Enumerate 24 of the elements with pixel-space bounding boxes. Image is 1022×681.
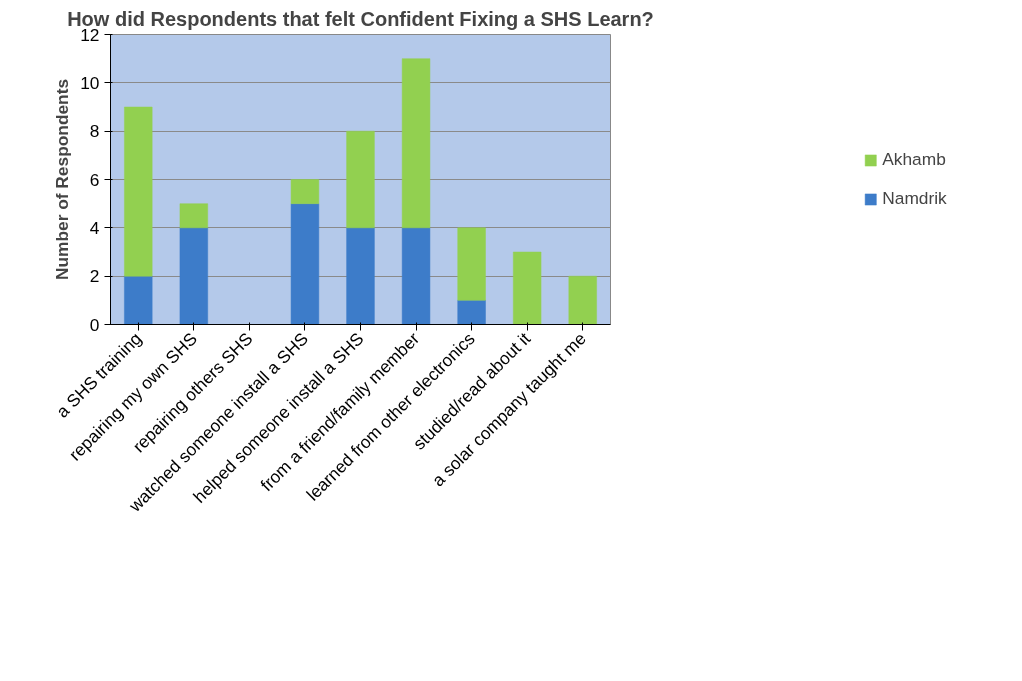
bar (346, 130, 375, 229)
y-tick-label: 4 (89, 217, 100, 238)
bar (290, 203, 320, 325)
y-axis-title: Number of Respondents (52, 78, 73, 281)
y-tick-label: 2 (89, 266, 100, 287)
bar (401, 58, 431, 229)
y-tick-label: 0 (89, 314, 100, 335)
bar (124, 106, 153, 277)
bar (179, 227, 208, 325)
y-tick-label: 8 (89, 121, 100, 142)
y-tick-label: 10 (80, 72, 100, 93)
bar (401, 227, 431, 325)
bar (346, 227, 375, 325)
legend-label: Akhamb (882, 149, 946, 170)
bar (568, 275, 597, 325)
bar (179, 203, 208, 229)
bar (457, 300, 486, 325)
y-tick-label: 6 (89, 169, 100, 190)
bar (513, 251, 542, 325)
bar (124, 275, 153, 325)
legend-label: Namdrik (882, 188, 947, 209)
bar (290, 179, 320, 204)
chart-title: How did Respondents that felt Confident Fixing a SHS Learn? (67, 7, 654, 30)
bar (457, 227, 486, 301)
